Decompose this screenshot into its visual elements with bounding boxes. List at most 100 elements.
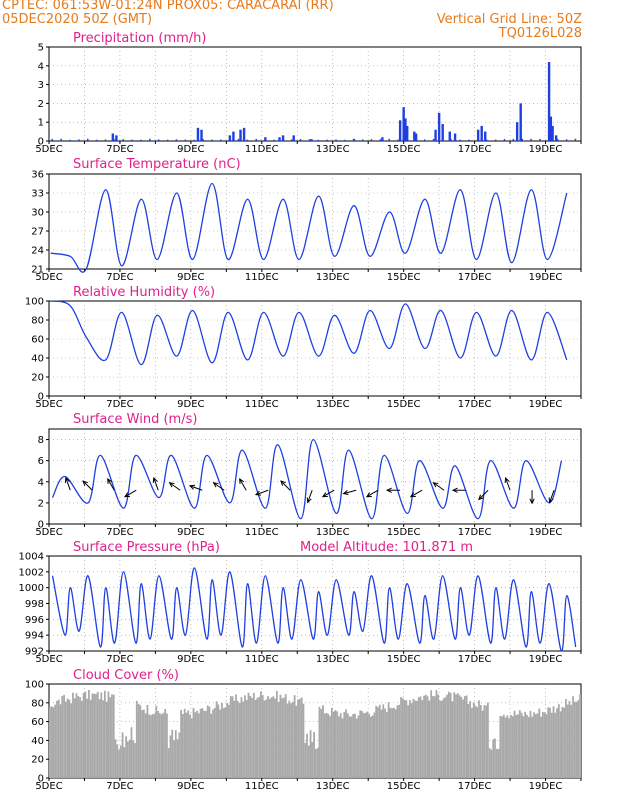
cloud-bar xyxy=(373,712,376,778)
wind-arrow-head xyxy=(409,492,416,498)
cloud-bar xyxy=(96,691,99,778)
cloud-bar xyxy=(148,714,151,778)
y-tick-label: 0 xyxy=(38,137,44,148)
cloud-bar xyxy=(456,693,459,778)
cloud-bar xyxy=(494,738,496,778)
x-tick-label: 17DEC xyxy=(458,781,492,792)
cloud-bar xyxy=(510,714,512,778)
cloud-bar xyxy=(132,740,135,778)
cloud-bar xyxy=(345,709,347,778)
cloud-bar xyxy=(518,710,521,778)
cloud-bar xyxy=(128,739,131,778)
x-tick-label: 9DEC xyxy=(177,654,204,665)
header-station: CPTEC: 061:53W-01:24N PROX05: CARACARAI … xyxy=(2,0,334,13)
precip-bar xyxy=(530,138,532,141)
precip-bar xyxy=(554,135,558,141)
wind-arrow-head xyxy=(451,487,458,493)
cloud-bar xyxy=(432,696,434,778)
cloud-bar xyxy=(428,700,431,778)
cloud-bar xyxy=(350,716,353,778)
y-tick-label: 4 xyxy=(38,61,44,72)
y-tick-label: 27 xyxy=(31,227,44,238)
panel-title: Precipitation (mm/h) xyxy=(73,31,206,46)
cloud-bar xyxy=(430,690,433,778)
cloud-bar xyxy=(426,696,429,778)
wind-arrow xyxy=(239,478,247,491)
x-tick-label: 17DEC xyxy=(458,272,492,283)
cloud-bar xyxy=(355,718,358,778)
wind-arrow-head xyxy=(529,498,535,505)
cloud-bar xyxy=(375,705,378,778)
wind-arrow-head xyxy=(254,490,261,496)
x-tick-label: 5DEC xyxy=(35,781,62,792)
wind-arrow-head xyxy=(280,480,286,486)
cloud-bar xyxy=(529,710,532,778)
x-tick-label: 19DEC xyxy=(529,144,563,155)
precip-bar xyxy=(239,129,242,141)
precip-bar xyxy=(547,62,551,141)
precip-bar xyxy=(264,139,266,141)
precip-bar xyxy=(149,138,151,141)
y-tick-label: 40 xyxy=(31,736,44,747)
precip-bar xyxy=(115,135,118,141)
panel-5: 0 20 40 60 80 100 5DEC 7DEC 9DEC 11DEC 13DEC 15DEC 1… xyxy=(25,668,582,792)
y-tick-label: 36 xyxy=(31,170,44,181)
precip-bar xyxy=(157,139,160,141)
cloud-bar xyxy=(222,708,225,778)
cloud-bar xyxy=(416,700,418,778)
wind-arrow-head xyxy=(365,492,372,498)
cloud-bar xyxy=(189,714,191,778)
precip-bar xyxy=(202,139,204,141)
wind-arrow xyxy=(549,490,555,503)
y-tick-label: 4 xyxy=(38,477,44,488)
panel-3: 0 2 4 6 8 5DEC 7DEC 9DEC 11DEC 13DEC 15DEC 17DEC 19D… xyxy=(35,412,582,538)
cloud-bar xyxy=(281,698,284,778)
precip-bar xyxy=(512,138,515,141)
precip-bar xyxy=(441,124,444,141)
cloud-bar xyxy=(561,707,564,778)
precip-bar xyxy=(432,138,435,141)
wind-arrow-head xyxy=(432,482,439,488)
cloud-bar xyxy=(508,718,511,778)
plot-frame xyxy=(48,173,582,270)
series-line xyxy=(50,300,568,366)
x-tick-label: 7DEC xyxy=(106,272,133,283)
cloud-bar xyxy=(95,694,97,778)
cloud-bar xyxy=(72,692,74,778)
x-tick-label: 11DEC xyxy=(245,272,279,283)
cloud-bar xyxy=(368,713,370,778)
cloud-bar xyxy=(77,696,80,778)
y-tick-label: 24 xyxy=(31,246,44,257)
y-tick-label: 2 xyxy=(38,498,44,509)
y-tick-label: 1 xyxy=(38,118,44,129)
x-tick-label: 19DEC xyxy=(529,781,563,792)
x-tick-label: 13DEC xyxy=(316,781,350,792)
cloud-bar xyxy=(139,705,142,778)
precip-bar xyxy=(406,139,408,141)
precip-bar xyxy=(437,112,441,141)
cloud-bar xyxy=(203,710,206,778)
cloud-bar xyxy=(378,704,381,778)
cloud-bar xyxy=(84,691,87,778)
cloud-bar xyxy=(277,702,280,778)
precip-bar xyxy=(434,129,437,141)
panel-title: Surface Wind (m/s) xyxy=(73,412,197,427)
wind-arrow-head xyxy=(64,476,70,484)
cloud-bar xyxy=(123,747,126,778)
precip-bar xyxy=(515,122,519,141)
cloud-bar xyxy=(221,703,223,778)
wind-arrow xyxy=(169,482,181,491)
cloud-bar xyxy=(54,704,57,778)
cloud-bar xyxy=(210,713,213,778)
wind-arrow-head xyxy=(239,477,245,484)
cloud-bar xyxy=(357,715,360,778)
cloud-bar xyxy=(88,690,90,778)
cloud-bar xyxy=(501,716,503,778)
precip-bar xyxy=(111,133,115,141)
cloud-bar xyxy=(570,704,573,778)
wind-arrow-head xyxy=(152,476,158,484)
wind-arrow-head xyxy=(107,477,113,484)
wind-arrow-head xyxy=(123,492,131,498)
cloud-bar xyxy=(150,715,152,778)
precip-bar xyxy=(413,131,416,141)
